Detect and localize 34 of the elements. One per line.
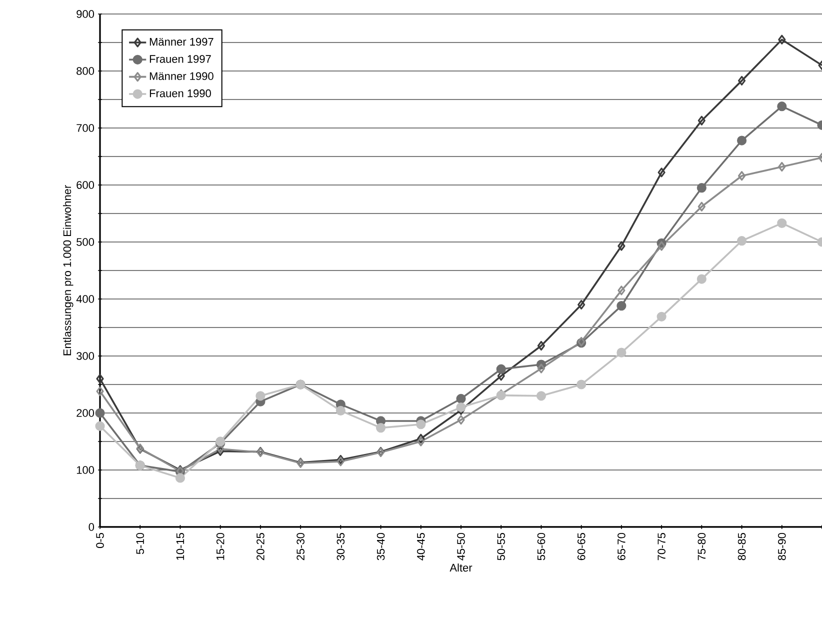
x-tick-label: 0-5	[96, 532, 104, 548]
y-tick-label: 800	[76, 67, 94, 75]
x-tick-label: 45-50	[457, 532, 465, 560]
y-tick-label: 400	[76, 295, 94, 303]
x-tick-label: 70-75	[658, 532, 666, 560]
x-tick-label: 30-35	[336, 532, 345, 560]
y-axis-title: Entlassungen pro 1.000 Einwohner	[63, 185, 74, 356]
y-tick-label: 300	[76, 352, 94, 360]
y-tick-label: 200	[76, 409, 94, 417]
x-tick-label: 35-40	[376, 532, 385, 560]
x-tick-label: 10-15	[176, 532, 184, 560]
x-tick-label: 80-85	[738, 532, 746, 560]
y-tick-label: 100	[76, 466, 94, 474]
x-tick-label: 25-30	[296, 532, 304, 560]
y-tick-label: 0	[88, 523, 94, 531]
y-tick-label: 900	[76, 10, 94, 18]
x-tick-label: 50-55	[497, 532, 506, 560]
x-tick-label: 65-70	[618, 532, 626, 560]
legend-label: Männer 1990	[150, 72, 214, 80]
legend-label: Frauen 1997	[150, 55, 211, 63]
x-tick-label: 55-60	[537, 532, 546, 560]
x-tick-label: 85-90	[778, 532, 786, 560]
x-tick-label: 15-20	[216, 532, 224, 560]
x-axis-title: Alter	[450, 564, 472, 572]
y-tick-label: 500	[76, 238, 94, 246]
x-tick-label: 20-25	[256, 532, 264, 560]
legend-label: Männer 1997	[150, 38, 214, 46]
x-tick-label: 75-80	[698, 532, 706, 560]
legend-label: Frauen 1990	[150, 89, 211, 98]
x-tick-label: 40-45	[417, 532, 425, 560]
x-tick-label: 60-65	[577, 532, 586, 560]
x-tick-label: 5-10	[136, 532, 144, 554]
y-tick-label: 600	[76, 181, 94, 189]
y-tick-label: 700	[76, 124, 94, 132]
